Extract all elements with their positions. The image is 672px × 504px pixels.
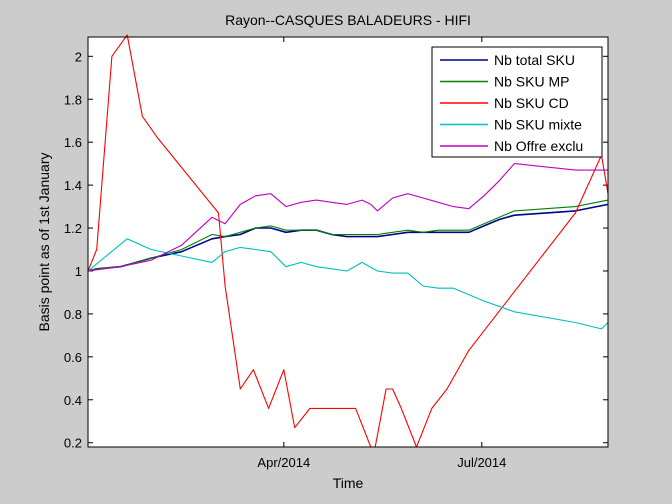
y-tick-label: 2 <box>75 49 82 64</box>
axes-frame <box>87 36 609 448</box>
legend-box <box>431 46 603 158</box>
series-line-3 <box>87 34 609 448</box>
series-line-4 <box>87 238 609 330</box>
y-tick-label: 1.6 <box>64 135 82 150</box>
series-line-1 <box>87 203 609 272</box>
y-tick-label: 0.2 <box>64 436 82 451</box>
series-line-5 <box>87 163 608 272</box>
legend-label: Nb total SKU <box>494 52 575 68</box>
y-axis-label: Basis point as of 1st January <box>36 153 52 332</box>
legend-label: Nb SKU MP <box>494 74 569 90</box>
legend-label: Nb Offre exclu <box>494 138 583 154</box>
legend-label: Nb SKU CD <box>494 95 569 111</box>
y-tick-label: 0.4 <box>64 393 82 408</box>
y-tick-label: 1.2 <box>64 221 82 236</box>
chart-title: Rayon--CASQUES BALADEURS - HIFI <box>225 12 471 28</box>
y-tick-label: 1.8 <box>64 92 82 107</box>
series-lines <box>87 34 609 448</box>
y-tick-label: 0.8 <box>64 307 82 322</box>
x-axis-label: Time <box>333 475 364 491</box>
y-tick-label: 1 <box>75 264 82 279</box>
y-tick-label: 1.4 <box>64 178 82 193</box>
axis-ticks: 0.2 0.4 0.6 0.8 1 1.2 1.4 1.6 1.8 2 Apr/2014 Jul/20… <box>64 37 608 470</box>
legend: Nb total SKU Nb SKU MP Nb SKU CD Nb SKU mix… <box>431 46 603 158</box>
y-tick-label: 0.6 <box>64 350 82 365</box>
legend-label: Nb SKU mixte <box>494 117 582 133</box>
x-tick-label: Apr/2014 <box>257 455 310 470</box>
x-tick-label: Jul/2014 <box>457 455 506 470</box>
series-line-2 <box>87 199 609 272</box>
